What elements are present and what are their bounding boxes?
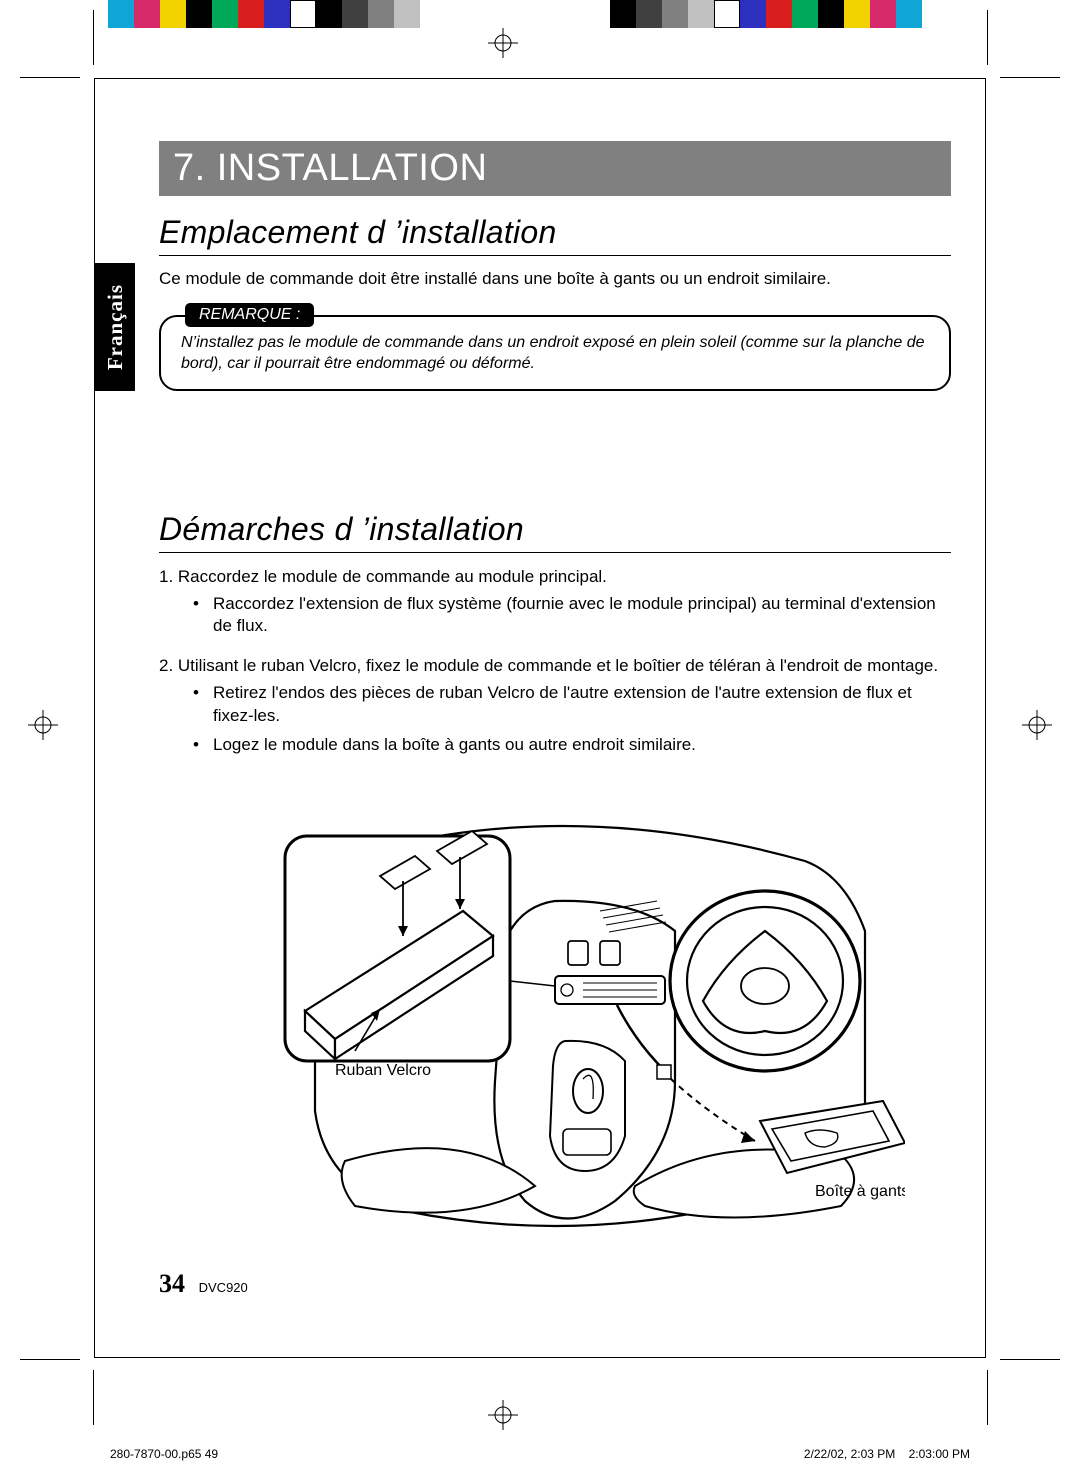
subsection-heading: Démarches d ’installation [159, 511, 951, 553]
cutmark [1000, 1359, 1060, 1360]
subsection-heading: Emplacement d ’installation [159, 214, 951, 256]
meta-filename: 280-7870-00.p65 49 [110, 1447, 218, 1461]
reg-cross-left [28, 710, 58, 740]
installation-diagram: Boîte à gants Rub [159, 781, 951, 1251]
step-bullet: Retirez l'endos des pièces de ruban Velc… [193, 682, 951, 728]
reg-cross-right [1022, 710, 1052, 740]
diagram-label: Boîte à gants [815, 1183, 905, 1200]
reg-cross-bottom [488, 1400, 518, 1430]
steps-list: 1. Raccordez le module de commande au mo… [159, 567, 951, 758]
step-text: 1. Raccordez le module de commande au mo… [159, 567, 951, 587]
meta-timestamp: 2/22/02, 2:03 PM 2:03:00 PM [804, 1447, 970, 1461]
step-bullet: Logez le module dans la boîte à gants ou… [193, 734, 951, 757]
cutmark [987, 1370, 988, 1425]
cutmark [20, 77, 80, 78]
step-bullet: Raccordez l'extension de flux système (f… [193, 593, 951, 639]
section-title-bar: 7. INSTALLATION [159, 141, 951, 196]
cutmark [20, 1359, 80, 1360]
footer-model: DVC920 [199, 1280, 248, 1295]
note-label: REMARQUE : [185, 303, 314, 327]
color-bar-right [610, 0, 922, 28]
cutmark [1000, 77, 1060, 78]
step-text: 2. Utilisant le ruban Velcro, fixez le m… [159, 656, 951, 676]
cutmark [93, 1370, 94, 1425]
diagram-label: Ruban Velcro [335, 1062, 431, 1079]
page-frame: Français 7. INSTALLATION Emplacement d ’… [94, 78, 986, 1358]
body-text: Ce module de commande doit être installé… [159, 268, 951, 291]
note-body: N’installez pas le module de commande da… [181, 333, 929, 375]
language-tab: Français [95, 263, 135, 391]
color-bar-left [108, 0, 420, 28]
note-box: REMARQUE : N’installez pas le module de … [159, 315, 951, 391]
content: 7. INSTALLATION Emplacement d ’installat… [159, 141, 951, 1251]
reg-cross-top [488, 28, 518, 58]
language-tab-label: Français [103, 284, 128, 370]
page-footer: 34 DVC920 [159, 1269, 248, 1299]
cutmark [93, 10, 94, 65]
cutmark [987, 10, 988, 65]
page-number: 34 [159, 1269, 185, 1298]
